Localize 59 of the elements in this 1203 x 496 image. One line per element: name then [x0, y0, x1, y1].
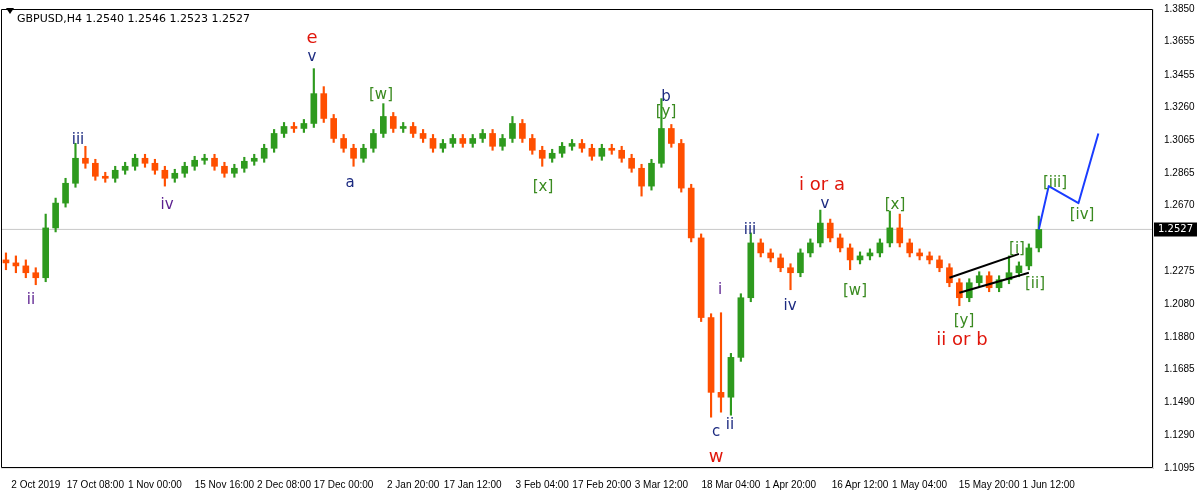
annotation: c — [711, 421, 721, 440]
annotation: [w] — [369, 84, 393, 103]
y-tick-label: 1.1880 — [1164, 330, 1196, 342]
x-tick-label: 17 Feb 20:00 — [572, 478, 632, 490]
y-tick-label: 1.1490 — [1164, 395, 1196, 407]
annotation: i or a — [799, 172, 845, 194]
y-tick-label: 1.3850 — [1164, 2, 1196, 14]
y-tick-label: 1.3260 — [1164, 101, 1196, 113]
annotation: e — [306, 25, 318, 47]
x-tick-label: 17 Jan 12:00 — [443, 478, 503, 490]
annotation: [iii] — [1042, 172, 1068, 191]
annotation: [x] — [532, 176, 554, 195]
y-tick-label: 1.3455 — [1164, 68, 1196, 80]
y-tick-label: 1.1685 — [1164, 363, 1196, 375]
y-tick-label: 1.3655 — [1164, 35, 1196, 47]
annotation: v — [820, 193, 830, 212]
annotation: i — [717, 279, 723, 298]
x-tick-label: 15 May 20:00 — [958, 478, 1020, 490]
x-tick-label: 1 Apr 20:00 — [764, 478, 817, 490]
x-tick-label: 16 Apr 12:00 — [831, 478, 889, 490]
annotation: a — [345, 172, 355, 191]
x-tick-label: 17 Dec 00:00 — [313, 478, 374, 490]
annotation: [ii] — [1024, 273, 1046, 292]
annotation: v — [307, 46, 317, 65]
annotation: b — [661, 86, 671, 105]
annotation: w — [708, 444, 724, 466]
y-tick-label: 1.2275 — [1164, 265, 1196, 277]
annotation: [w] — [843, 280, 867, 299]
x-tick-label: 17 Oct 08:00 — [66, 478, 125, 490]
y-tick-label: 1.2865 — [1164, 166, 1196, 178]
annotation: ii — [26, 289, 36, 308]
y-tick-label: 1.1095 — [1164, 461, 1196, 473]
x-tick-label: 18 Mar 04:00 — [701, 478, 761, 490]
y-tick-label: 1.2080 — [1164, 297, 1196, 309]
annotation: [x] — [884, 194, 906, 213]
annotation: iii — [71, 129, 85, 148]
annotation: ii — [725, 414, 735, 433]
annotation: [iv] — [1069, 204, 1095, 223]
annotation: iv — [783, 295, 797, 314]
annotation: ii or b — [936, 327, 988, 349]
y-tick-label: 1.2670 — [1164, 199, 1196, 211]
x-tick-label: 2 Dec 08:00 — [257, 478, 312, 490]
x-tick-label: 2 Oct 2019 — [11, 478, 61, 490]
x-tick-label: 3 Feb 04:00 — [515, 478, 570, 490]
y-tick-label: 1.1290 — [1164, 429, 1196, 441]
x-tick-label: 2 Jan 20:00 — [387, 478, 440, 490]
x-tick-label: 1 Jun 12:00 — [1022, 478, 1076, 490]
candlestick — [787, 263, 794, 291]
annotation: iv — [160, 194, 174, 213]
annotation: iii — [743, 219, 757, 238]
annotation: [i] — [1009, 238, 1025, 257]
x-tick-label: 3 Mar 12:00 — [634, 478, 689, 490]
x-tick-label: 1 Nov 00:00 — [127, 478, 183, 490]
ref-line-label: 1.2527 — [1158, 223, 1193, 235]
annotation: [y] — [953, 310, 975, 329]
chart-title: GBPUSD,H4 1.2540 1.2546 1.2523 1.2527 — [17, 11, 250, 25]
x-tick-label: 1 May 04:00 — [892, 478, 948, 490]
y-tick-label: 1.3065 — [1164, 133, 1196, 145]
x-tick-label: 15 Nov 16:00 — [194, 478, 255, 490]
